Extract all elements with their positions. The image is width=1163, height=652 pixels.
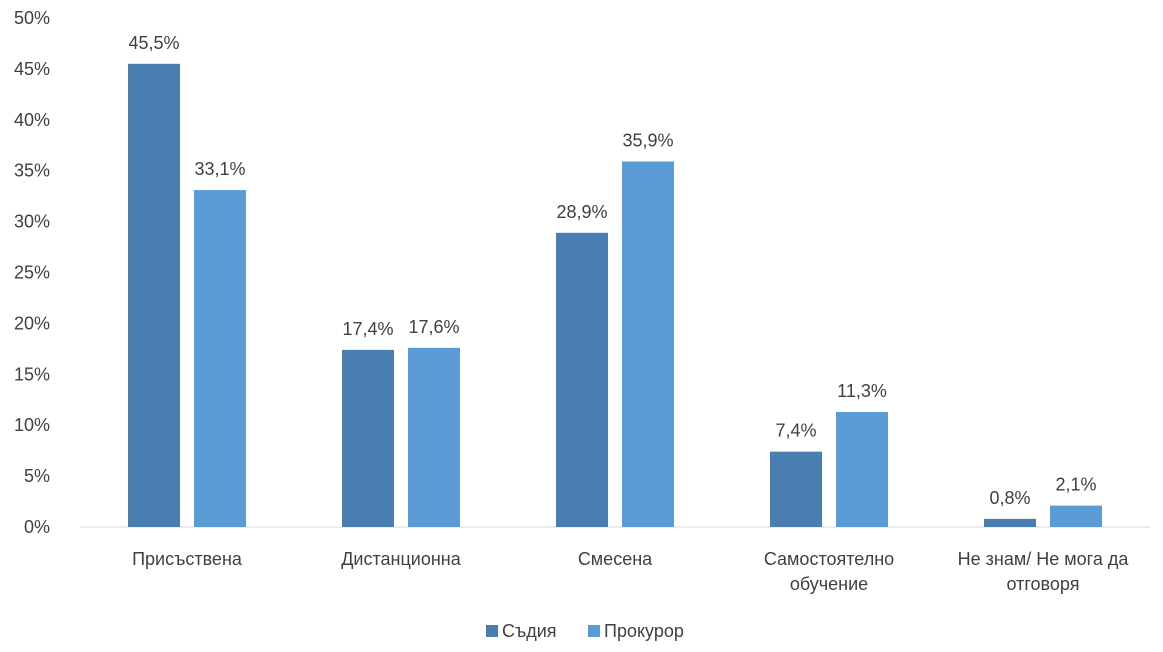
y-tick-label: 25% bbox=[14, 263, 50, 283]
y-axis: 0% 5% 10% 15% 20% 25% 30% 35% 40% 45% 50% bbox=[14, 8, 50, 537]
y-tick-label: 35% bbox=[14, 161, 50, 181]
y-tick-label: 10% bbox=[14, 415, 50, 435]
bar-prokuror bbox=[194, 190, 246, 528]
y-tick-label: 15% bbox=[14, 364, 50, 384]
category-label: обучение bbox=[790, 574, 868, 594]
legend-swatch bbox=[588, 625, 600, 637]
bar-prokuror bbox=[1050, 505, 1102, 527]
bar-prokuror bbox=[622, 161, 674, 527]
y-tick-label: 20% bbox=[14, 313, 50, 333]
data-label: 2,1% bbox=[1055, 475, 1096, 495]
category-label: отговоря bbox=[1007, 574, 1080, 594]
legend: Съдия Прокурор bbox=[486, 621, 684, 641]
y-tick-label: 5% bbox=[24, 466, 50, 486]
bar-prokuror bbox=[836, 411, 888, 527]
category-label: Не знам/ Не мога да bbox=[958, 549, 1130, 569]
bar-sadiya bbox=[556, 232, 608, 527]
bar-prokuror bbox=[408, 347, 460, 527]
data-labels-group: 45,5% 33,1% 17,4% 17,6% 28,9% 35,9% 7,4% 11,3% 0… bbox=[128, 33, 1096, 508]
data-label: 33,1% bbox=[194, 159, 245, 179]
y-tick-label: 50% bbox=[14, 8, 50, 28]
legend-swatch bbox=[486, 625, 498, 637]
bar-sadiya bbox=[342, 349, 394, 527]
data-label: 28,9% bbox=[556, 202, 607, 222]
bar-sadiya bbox=[770, 451, 822, 527]
category-label: Присъствена bbox=[132, 549, 243, 569]
data-label: 35,9% bbox=[622, 131, 673, 151]
legend-label: Съдия bbox=[502, 621, 557, 641]
y-tick-label: 45% bbox=[14, 59, 50, 79]
data-label: 17,4% bbox=[342, 319, 393, 339]
legend-label: Прокурор bbox=[604, 621, 684, 641]
category-label: Дистанционна bbox=[341, 549, 461, 569]
data-label: 45,5% bbox=[128, 33, 179, 53]
data-label: 17,6% bbox=[408, 317, 459, 337]
category-label: Смесена bbox=[578, 549, 653, 569]
y-tick-label: 40% bbox=[14, 110, 50, 130]
bars-group bbox=[128, 63, 1102, 528]
data-label: 7,4% bbox=[775, 421, 816, 441]
category-labels-group: Присъствена Дистанционна Смесена Самостояте… bbox=[132, 549, 1129, 594]
data-label: 11,3% bbox=[837, 381, 887, 401]
bar-sadiya bbox=[984, 518, 1036, 527]
bar-sadiya bbox=[128, 63, 180, 528]
category-label: Самостоятелно bbox=[764, 549, 894, 569]
y-tick-label: 0% bbox=[24, 517, 50, 537]
data-label: 0,8% bbox=[989, 488, 1030, 508]
y-tick-label: 30% bbox=[14, 212, 50, 232]
